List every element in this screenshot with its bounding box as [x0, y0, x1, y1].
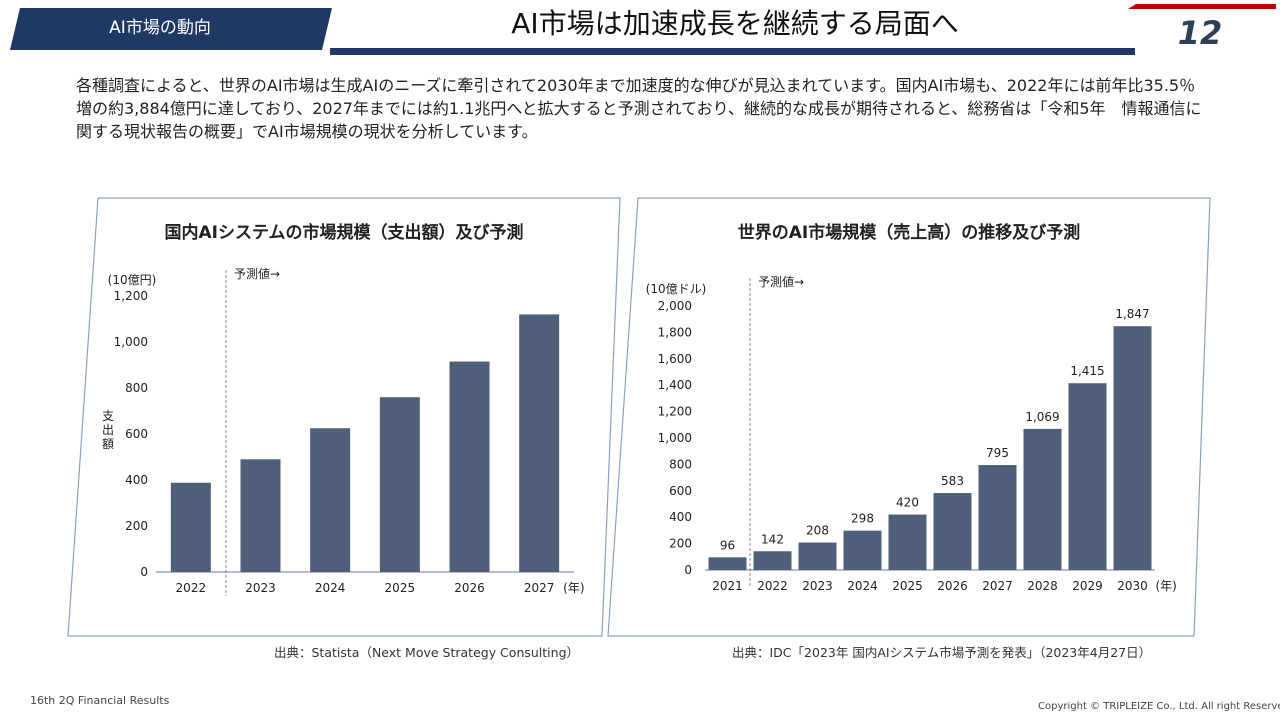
x-tick-label: 2024 [847, 579, 878, 593]
panel-border [607, 197, 1211, 637]
bar [708, 557, 747, 570]
x-tick-label: 2026 [454, 581, 485, 595]
y-tick-label: 1,400 [658, 378, 692, 392]
y-tick-label: 400 [669, 510, 692, 524]
y-unit-label: (10億円) [108, 273, 157, 287]
data-label: 1,069 [1025, 410, 1059, 424]
bar [798, 542, 837, 570]
forecast-label: 予測値→ [234, 266, 280, 281]
bar [933, 493, 972, 570]
data-label: 583 [941, 474, 964, 488]
bar [1023, 428, 1062, 570]
x-tick-label: 2024 [315, 581, 346, 595]
y-tick-label: 1,200 [658, 405, 692, 419]
x-tick-label: 2023 [802, 579, 833, 593]
data-label: 142 [761, 532, 784, 546]
x-tick-label: 2030 [1117, 579, 1148, 593]
x-tick-label: 2028 [1027, 579, 1058, 593]
y-tick-label: 1,800 [658, 325, 692, 339]
bar [310, 428, 351, 572]
accent-red-line [1128, 4, 1276, 9]
data-label: 208 [806, 524, 829, 538]
page-number: 12 [1177, 14, 1223, 52]
chart-source: 出典：IDC「2023年 国内AIシステム市場予測を発表」（2023年4月27日… [732, 645, 1152, 660]
data-label: 420 [896, 496, 919, 510]
bar [753, 551, 792, 570]
y-tick-label: 200 [125, 519, 148, 533]
data-label: 795 [986, 446, 1009, 460]
footer-left-text: 16th 2Q Financial Results [30, 694, 170, 707]
y-unit-label: (10億ドル) [646, 282, 707, 296]
y-tick-label: 800 [669, 457, 692, 471]
x-unit-label: (年) [563, 581, 584, 595]
x-tick-label: 2021 [712, 579, 743, 593]
bar [843, 530, 882, 570]
y-tick-label: 200 [669, 537, 692, 551]
chart-source: 出典：Statista（Next Move Strategy Consultin… [274, 645, 579, 660]
data-label: 298 [851, 512, 874, 526]
panel-border [67, 197, 621, 637]
bar [379, 397, 420, 572]
y-tick-label: 800 [125, 381, 148, 395]
bar [519, 314, 560, 572]
page-title: AI市場は加速成長を継続する局面へ [511, 7, 959, 40]
x-unit-label: (年) [1156, 579, 1177, 593]
y-tick-label: 0 [684, 563, 692, 577]
bar [1113, 326, 1152, 570]
x-tick-label: 2027 [524, 581, 555, 595]
global-ai-chart: 0 200 400 600 800 1,000 1,200 1,400 1,600 1,800 2,… [607, 197, 1211, 637]
bar [888, 514, 927, 570]
bar [170, 482, 211, 572]
data-label: 1,847 [1115, 307, 1149, 321]
x-tick-label: 2026 [937, 579, 968, 593]
y-axis-label: 支出額 [102, 409, 114, 451]
domestic-ai-chart-panel: 0 200 400 600 800 1,000 1,200 (10億円) 支出額 予測値→ 2022… [66, 196, 622, 638]
chart-title: 世界のAI市場規模（売上高）の推移及び予測 [737, 223, 1081, 243]
header-divider-line [330, 48, 1135, 55]
intro-paragraph: 各種調査によると、世界のAI市場は生成AIのニーズに牽引されて2030年まで加速… [76, 76, 1202, 141]
bar [1068, 383, 1107, 570]
global-ai-chart-panel: 0 200 400 600 800 1,000 1,200 1,400 1,600 1,800 2,… [606, 196, 1212, 638]
section-tab-label: AI市場の動向 [109, 18, 211, 38]
x-tick-label: 2022 [176, 581, 207, 595]
forecast-label: 予測値→ [758, 274, 804, 289]
bar [978, 465, 1017, 570]
y-tick-label: 1,200 [114, 289, 148, 303]
copyright-text: Copyright © TRIPLEIZE Co., Ltd. All righ… [1038, 701, 1280, 712]
y-tick-label: 1,000 [114, 335, 148, 349]
x-tick-label: 2025 [892, 579, 923, 593]
chart-title: 国内AIシステムの市場規模（支出額）及び予測 [164, 223, 524, 243]
bar [240, 459, 281, 572]
y-tick-label: 600 [669, 484, 692, 498]
data-label: 1,415 [1070, 364, 1104, 378]
y-tick-label: 1,600 [658, 352, 692, 366]
domestic-ai-chart: 0 200 400 600 800 1,000 1,200 (10億円) 支出額 予測値→ 2022… [67, 197, 621, 637]
x-tick-label: 2029 [1072, 579, 1103, 593]
y-tick-label: 0 [140, 565, 148, 579]
x-tick-label: 2027 [982, 579, 1013, 593]
y-tick-label: 400 [125, 473, 148, 487]
y-tick-label: 600 [125, 427, 148, 441]
x-tick-label: 2025 [385, 581, 416, 595]
y-tick-label: 1,000 [658, 431, 692, 445]
bar [449, 361, 490, 572]
data-label: 96 [720, 538, 735, 552]
y-tick-label: 2,000 [658, 299, 692, 313]
x-tick-label: 2022 [757, 579, 788, 593]
section-tab [10, 8, 332, 50]
x-tick-label: 2023 [245, 581, 276, 595]
